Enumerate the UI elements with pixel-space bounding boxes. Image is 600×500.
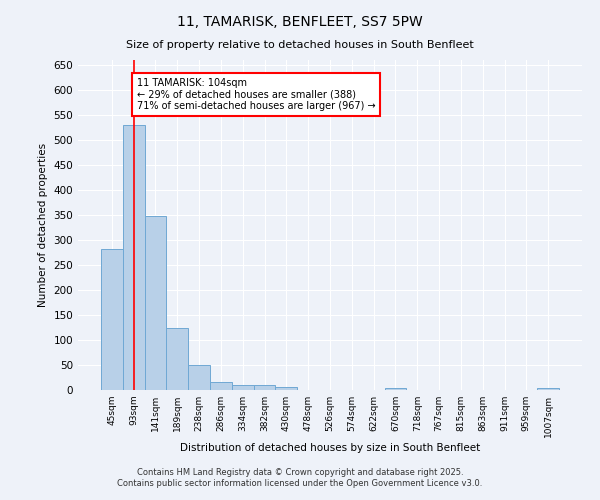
Bar bbox=[166, 328, 188, 390]
Text: Size of property relative to detached houses in South Benfleet: Size of property relative to detached ho… bbox=[126, 40, 474, 50]
Bar bbox=[537, 388, 559, 390]
Bar bbox=[232, 384, 254, 390]
Bar bbox=[385, 388, 406, 390]
Bar bbox=[210, 382, 232, 390]
Text: Contains HM Land Registry data © Crown copyright and database right 2025.
Contai: Contains HM Land Registry data © Crown c… bbox=[118, 468, 482, 487]
Y-axis label: Number of detached properties: Number of detached properties bbox=[38, 143, 48, 307]
Bar bbox=[123, 125, 145, 390]
Text: 11 TAMARISK: 104sqm
← 29% of detached houses are smaller (388)
71% of semi-detac: 11 TAMARISK: 104sqm ← 29% of detached ho… bbox=[137, 78, 376, 110]
Bar bbox=[188, 365, 210, 390]
X-axis label: Distribution of detached houses by size in South Benfleet: Distribution of detached houses by size … bbox=[180, 442, 480, 452]
Bar bbox=[275, 386, 297, 390]
Text: 11, TAMARISK, BENFLEET, SS7 5PW: 11, TAMARISK, BENFLEET, SS7 5PW bbox=[177, 15, 423, 29]
Bar bbox=[145, 216, 166, 390]
Bar bbox=[254, 385, 275, 390]
Bar bbox=[101, 248, 123, 390]
